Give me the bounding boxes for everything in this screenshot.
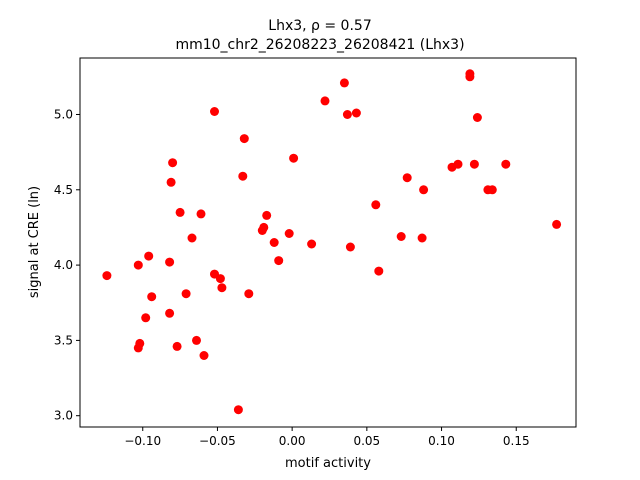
data-point xyxy=(469,159,479,169)
data-point xyxy=(144,251,154,261)
data-point xyxy=(472,113,482,122)
data-point xyxy=(233,405,243,415)
data-point xyxy=(166,177,176,187)
data-point xyxy=(396,232,406,241)
data-point xyxy=(262,210,272,220)
x-tick-label: 0.05 xyxy=(353,434,380,448)
chart-title-line1: Lhx3, ρ = 0.57 xyxy=(268,18,371,34)
data-point xyxy=(419,185,429,195)
data-point xyxy=(135,338,145,348)
data-point xyxy=(238,171,248,181)
data-point xyxy=(307,239,317,249)
data-point xyxy=(342,110,352,119)
data-point xyxy=(284,229,294,238)
data-point xyxy=(239,134,249,144)
x-tick-label: −0.05 xyxy=(199,434,236,448)
data-point xyxy=(217,283,227,293)
data-points xyxy=(102,69,562,415)
x-tick-label: 0.00 xyxy=(279,434,306,448)
x-axis-ticks: −0.10 −0.05 0.00 0.05 0.10 0.15 xyxy=(124,427,530,448)
data-point xyxy=(172,341,182,351)
data-point xyxy=(196,209,206,219)
data-point xyxy=(102,271,112,281)
data-point xyxy=(465,72,475,82)
data-point xyxy=(269,238,279,247)
data-point xyxy=(417,233,427,243)
data-point xyxy=(147,292,157,302)
data-point xyxy=(215,274,225,284)
data-point xyxy=(187,233,197,243)
data-point xyxy=(552,219,562,229)
data-point xyxy=(453,159,463,169)
data-point xyxy=(320,96,330,106)
y-tick-label: 4.0 xyxy=(54,258,73,272)
data-point xyxy=(402,173,412,183)
data-point xyxy=(192,335,201,345)
x-tick-label: −0.10 xyxy=(124,434,161,448)
data-point xyxy=(141,313,151,323)
data-point xyxy=(259,222,269,232)
data-point xyxy=(199,351,209,360)
data-point xyxy=(371,200,381,210)
y-tick-label: 5.0 xyxy=(54,107,73,121)
y-tick-label: 3.0 xyxy=(54,409,73,423)
data-point xyxy=(345,242,355,252)
data-point xyxy=(168,158,178,168)
data-point xyxy=(181,289,191,299)
chart-title-line2: mm10_chr2_26208223_26208421 (Lhx3) xyxy=(175,37,464,53)
data-point xyxy=(165,308,175,318)
x-axis-label: motif activity xyxy=(285,456,371,471)
data-point xyxy=(133,260,143,270)
y-axis-label: signal at CRE (ln) xyxy=(27,186,42,298)
data-point xyxy=(165,257,175,267)
plot-frame xyxy=(79,57,577,428)
data-point xyxy=(210,107,219,116)
data-point xyxy=(175,207,185,217)
x-tick-label: 0.10 xyxy=(428,434,455,448)
data-point xyxy=(244,289,254,299)
data-point xyxy=(351,108,361,118)
data-point xyxy=(487,185,497,195)
data-point xyxy=(374,266,384,276)
data-point xyxy=(501,159,511,169)
data-point xyxy=(339,78,349,88)
data-point xyxy=(289,153,299,163)
x-tick-label: 0.15 xyxy=(503,434,530,448)
data-point xyxy=(274,256,284,266)
y-tick-label: 3.5 xyxy=(54,333,73,347)
y-tick-label: 4.5 xyxy=(54,183,73,197)
y-axis-ticks: 3.0 3.5 4.0 4.5 5.0 xyxy=(54,107,80,423)
